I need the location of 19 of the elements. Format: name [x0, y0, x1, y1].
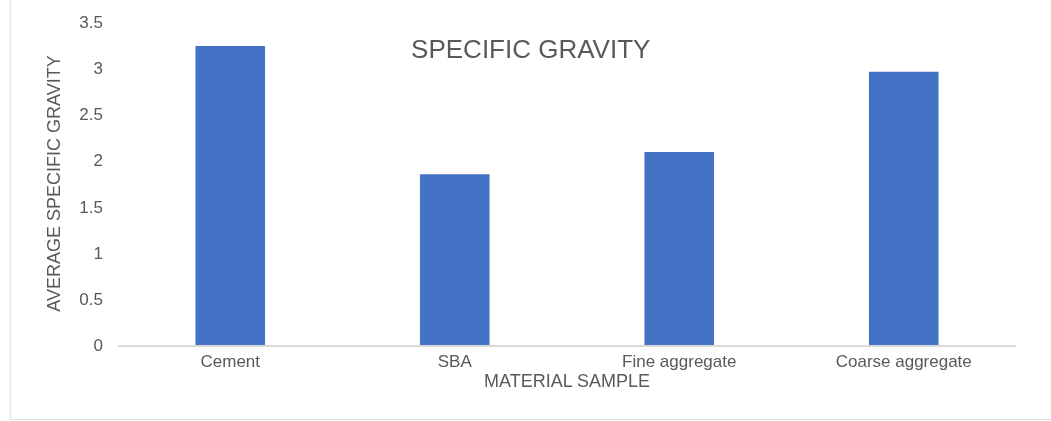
bar: [868, 71, 939, 345]
x-tick-label: Cement: [200, 352, 261, 372]
text: SPECIFIC GRAVITY: [411, 33, 651, 64]
y-tick-label: 0.5: [79, 289, 103, 309]
y-tick-label: 1.5: [79, 197, 103, 217]
bar: [195, 45, 266, 345]
x-tick-label: Fine aggregate: [622, 352, 737, 372]
bar: [419, 174, 490, 345]
x-axis-title: MATERIAL SAMPLE: [483, 371, 651, 392]
x-tick-label: SBA: [437, 352, 473, 372]
y-tick-label: 3.5: [79, 12, 103, 32]
y-tick-label: 2: [93, 151, 103, 171]
y-tick-label: 0: [93, 335, 103, 355]
x-tick-label: Coarse aggregate: [835, 352, 972, 372]
bar: [644, 152, 715, 345]
y-tick-label: 1: [93, 243, 103, 263]
y-tick-label: 2.5: [79, 105, 103, 125]
y-tick-label: 3: [93, 59, 103, 79]
y-axis-title: AVERAGE SPECIFIC GRAVITY: [43, 55, 64, 312]
